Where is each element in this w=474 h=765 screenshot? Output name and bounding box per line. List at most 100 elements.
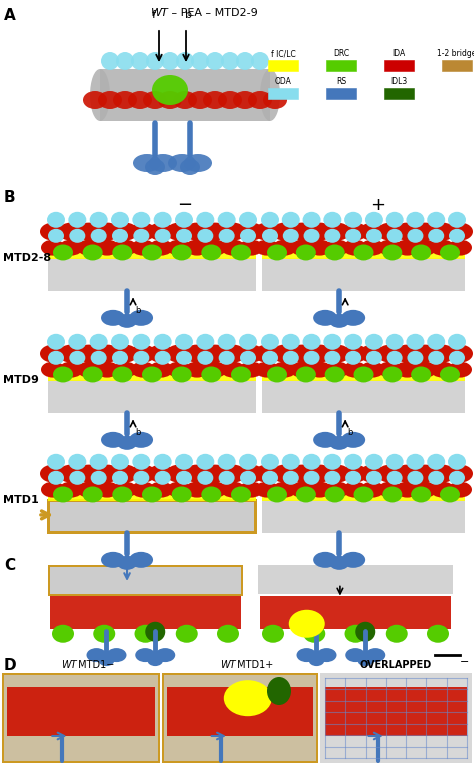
Ellipse shape [129,552,153,568]
Ellipse shape [41,239,65,256]
Ellipse shape [221,482,245,497]
Ellipse shape [130,464,156,483]
Ellipse shape [133,154,161,172]
Ellipse shape [254,464,280,483]
Ellipse shape [231,487,251,503]
Bar [48,493,256,501]
Ellipse shape [196,334,214,350]
Ellipse shape [48,470,64,485]
Ellipse shape [395,239,419,256]
Ellipse shape [201,366,221,382]
Ellipse shape [131,362,155,378]
Ellipse shape [185,239,209,256]
Ellipse shape [236,52,254,70]
Ellipse shape [93,625,115,643]
Ellipse shape [221,52,239,70]
Ellipse shape [430,362,455,378]
Ellipse shape [283,229,299,243]
Ellipse shape [297,648,317,662]
Ellipse shape [238,464,264,483]
Ellipse shape [68,454,86,470]
Ellipse shape [307,464,333,483]
Ellipse shape [40,223,66,241]
Ellipse shape [176,229,192,243]
Bar [48,379,256,412]
Text: MTD9: MTD9 [3,375,39,385]
Ellipse shape [202,223,228,241]
Ellipse shape [412,223,438,241]
Ellipse shape [53,366,73,382]
Text: RS: RS [336,77,346,86]
Ellipse shape [448,212,466,228]
Ellipse shape [101,310,125,326]
Ellipse shape [116,52,134,70]
Ellipse shape [329,556,349,570]
Ellipse shape [290,239,314,256]
Ellipse shape [386,212,404,228]
Ellipse shape [90,334,108,350]
Ellipse shape [86,648,107,662]
Text: b: b [347,428,353,437]
Ellipse shape [273,362,297,378]
Ellipse shape [217,625,239,643]
Ellipse shape [184,344,210,363]
Ellipse shape [329,436,349,450]
Bar [48,373,256,381]
Ellipse shape [94,464,120,483]
Ellipse shape [383,245,402,260]
Ellipse shape [219,351,235,365]
Ellipse shape [149,482,173,497]
Ellipse shape [261,334,279,350]
Ellipse shape [343,239,367,256]
Ellipse shape [68,212,86,228]
Ellipse shape [394,223,420,241]
Ellipse shape [154,212,172,228]
Ellipse shape [411,245,431,260]
Ellipse shape [255,239,279,256]
Ellipse shape [303,625,325,643]
Ellipse shape [267,245,287,260]
Ellipse shape [113,239,137,256]
Ellipse shape [345,229,361,243]
Ellipse shape [261,454,279,470]
Ellipse shape [267,677,291,705]
Ellipse shape [262,470,278,485]
Ellipse shape [239,454,257,470]
Ellipse shape [282,212,300,228]
Ellipse shape [282,454,300,470]
Ellipse shape [377,223,403,241]
Ellipse shape [383,487,402,503]
Ellipse shape [83,91,107,109]
Ellipse shape [128,91,152,109]
Ellipse shape [366,351,382,365]
Ellipse shape [345,351,361,365]
Ellipse shape [77,239,101,256]
Ellipse shape [167,239,191,256]
Ellipse shape [387,470,403,485]
Bar [100,69,270,121]
Bar [7,686,155,736]
Ellipse shape [324,351,340,365]
Ellipse shape [412,464,438,483]
Ellipse shape [238,223,264,241]
Text: MTD1+: MTD1+ [234,660,273,670]
Ellipse shape [111,454,129,470]
Ellipse shape [94,344,120,363]
Ellipse shape [448,454,466,470]
Ellipse shape [343,362,367,378]
Ellipse shape [175,212,193,228]
Ellipse shape [76,464,102,483]
Ellipse shape [344,212,362,228]
Ellipse shape [77,482,101,497]
Ellipse shape [76,223,102,241]
Ellipse shape [117,436,137,450]
Ellipse shape [263,91,287,109]
Text: f IC/LC: f IC/LC [271,49,295,58]
Bar [442,60,472,71]
Ellipse shape [148,464,174,483]
Ellipse shape [158,91,182,109]
Ellipse shape [101,431,125,448]
Ellipse shape [262,229,278,243]
Ellipse shape [149,154,177,172]
Text: B: B [4,190,16,205]
